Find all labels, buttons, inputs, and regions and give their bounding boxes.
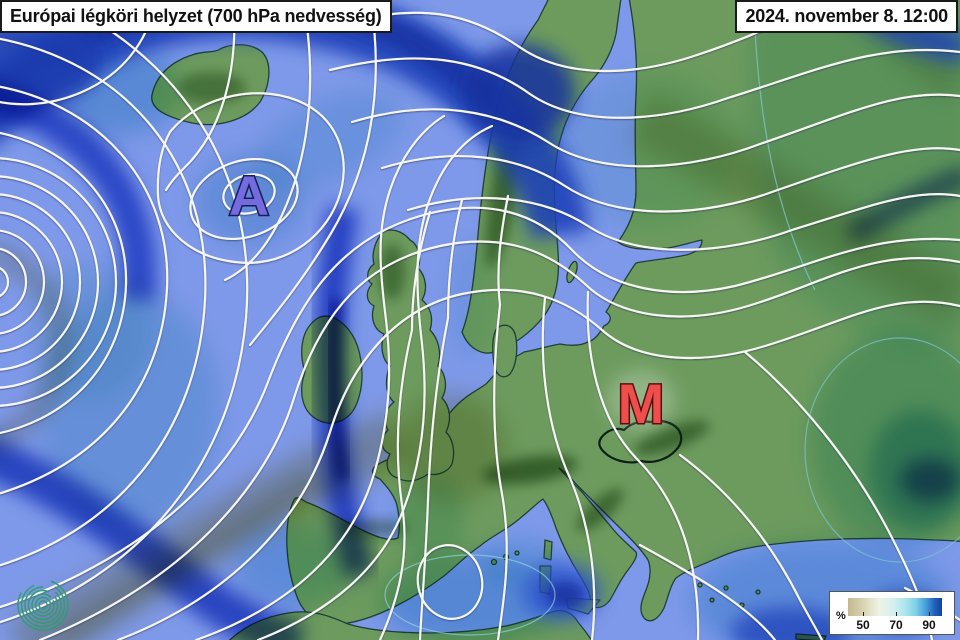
met-service-spiral-logo-icon — [17, 579, 69, 631]
humidity-legend: % 50 70 90 — [829, 591, 955, 635]
map-datetime: 2024. november 8. 12:00 — [735, 0, 958, 33]
legend-tick-70 — [896, 612, 897, 616]
legend-tick-label: 70 — [889, 618, 903, 632]
high-center-glow — [607, 370, 675, 430]
low-center-label: A — [229, 164, 269, 227]
high-center-label: M — [618, 372, 665, 435]
terrain-shading — [178, 72, 710, 536]
legend-tick-label: 50 — [856, 618, 870, 632]
hungary-border — [598, 419, 683, 464]
legend-tick-90 — [929, 612, 930, 616]
legend-tick-label: 90 — [922, 618, 936, 632]
legend-unit-label: % — [836, 610, 846, 622]
legend-gradient-bar — [848, 598, 942, 616]
legend-tick-50 — [863, 612, 864, 616]
map-title: Európai légköri helyzet (700 hPa nedvess… — [0, 0, 392, 33]
